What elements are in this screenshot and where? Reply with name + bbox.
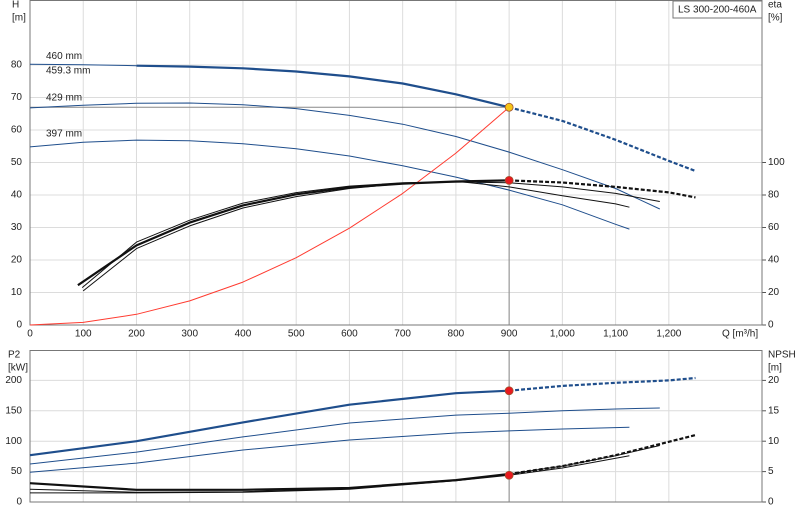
- x-tick-label: 200: [128, 329, 145, 340]
- curve-extension: [508, 434, 696, 476]
- curve-label: 460 mm: [46, 51, 82, 62]
- x-tick-label: 100: [75, 329, 92, 340]
- curve: [136, 64, 510, 109]
- curve: [82, 180, 630, 292]
- x-tick-label: 900: [501, 329, 518, 340]
- y2-tick-label: 20: [768, 375, 780, 386]
- x-tick-label: 400: [235, 329, 252, 340]
- x-axis-label: Q [m³/h]: [722, 329, 758, 340]
- plot-frame: [29, 0, 763, 326]
- curve-extension: [509, 179, 696, 199]
- x-tick-label: 0: [27, 329, 33, 340]
- title-box: [672, 0, 763, 19]
- y-axis-label: [m]: [12, 13, 26, 24]
- y-tick-label: 60: [11, 125, 23, 136]
- curve-label: 429 mm: [46, 93, 82, 104]
- y-tick-label: 200: [5, 375, 22, 386]
- y-tick-label: 10: [11, 287, 23, 298]
- curve: [29, 102, 661, 210]
- plot-frame: [29, 350, 763, 503]
- y-tick-label: 100: [5, 436, 22, 447]
- y-tick-label: 30: [11, 222, 23, 233]
- y-tick-label: 0: [16, 497, 22, 508]
- y2-tick-label: 5: [768, 466, 774, 477]
- y2-tick-label: 10: [768, 436, 780, 447]
- y2-tick-label: 15: [768, 405, 780, 416]
- curve: [81, 181, 660, 288]
- y2-tick-label: 80: [768, 190, 780, 201]
- duty-point: [504, 175, 514, 185]
- x-tick-label: 800: [448, 329, 465, 340]
- curve: [29, 106, 510, 326]
- x-tick-label: 1,200: [656, 329, 681, 340]
- y-tick-label: 40: [11, 190, 23, 201]
- curve: [29, 407, 660, 465]
- x-tick-label: 300: [181, 329, 198, 340]
- y-axis-label: [kW]: [8, 363, 28, 374]
- y-tick-label: 20: [11, 255, 23, 266]
- y2-tick-label: 20: [768, 287, 780, 298]
- curve-label: 397 mm: [46, 129, 82, 140]
- y2-axis-label: [%]: [768, 13, 783, 24]
- duty-point: [504, 386, 514, 396]
- y2-axis-label: NPSH: [768, 350, 796, 361]
- curve: [30, 455, 630, 494]
- duty-point: [504, 102, 514, 112]
- y2-axis-label: [m]: [768, 363, 782, 374]
- y-tick-label: 70: [11, 92, 23, 103]
- curve: [29, 139, 630, 230]
- x-tick-label: 500: [288, 329, 305, 340]
- curve: [29, 389, 510, 457]
- x-tick-label: 700: [394, 329, 411, 340]
- curve-extension: [509, 376, 696, 392]
- y-tick-label: 50: [11, 157, 23, 168]
- y2-tick-label: 0: [768, 320, 774, 331]
- x-tick-label: 600: [341, 329, 358, 340]
- y-axis-label: H: [12, 0, 19, 11]
- y-axis-label: P2: [8, 350, 21, 361]
- y-tick-label: 50: [11, 466, 23, 477]
- x-tick-label: 1,100: [603, 329, 628, 340]
- chart-title: LS 300-200-460A: [678, 5, 757, 16]
- curve: [29, 445, 660, 493]
- x-tick-label: 1,000: [550, 329, 575, 340]
- y-tick-label: 80: [11, 60, 23, 71]
- y2-tick-label: 100: [768, 157, 785, 168]
- y2-tick-label: 0: [768, 497, 774, 508]
- y2-axis-label: eta: [768, 0, 782, 11]
- y2-tick-label: 40: [768, 255, 780, 266]
- y-tick-label: 150: [5, 405, 22, 416]
- duty-point: [504, 470, 514, 480]
- y-tick-label: 0: [16, 320, 22, 331]
- y2-tick-label: 60: [768, 222, 780, 233]
- curve-extension: [508, 106, 696, 173]
- curve-label: 459.3 mm: [46, 65, 90, 76]
- curve: [29, 426, 630, 473]
